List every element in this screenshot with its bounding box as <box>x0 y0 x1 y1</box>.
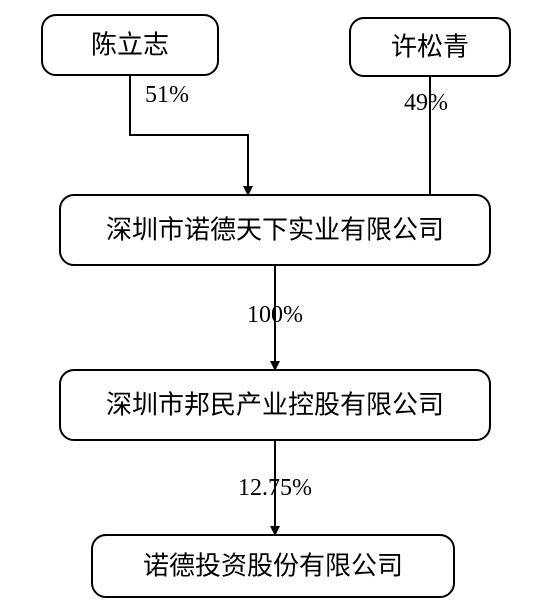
edge-label-3: 12.75% <box>238 475 312 501</box>
node-label-n4: 深圳市邦民产业控股有限公司 <box>106 391 444 420</box>
node-label-n2: 许松青 <box>391 33 469 62</box>
edge-label-0: 51% <box>145 82 189 108</box>
node-label-n1: 陈立志 <box>91 31 169 60</box>
node-label-n3: 深圳市诺德天下实业有限公司 <box>106 216 444 245</box>
node-label-n5: 诺德投资股份有限公司 <box>143 552 403 581</box>
edge-label-1: 49% <box>404 90 448 116</box>
ownership-flowchart: 51% 49% 100% 12.75% 陈立志 许松青深圳市诺德天下实业有限公司深圳市邦民… <box>0 0 540 610</box>
edge-label-2: 100% <box>247 302 303 328</box>
